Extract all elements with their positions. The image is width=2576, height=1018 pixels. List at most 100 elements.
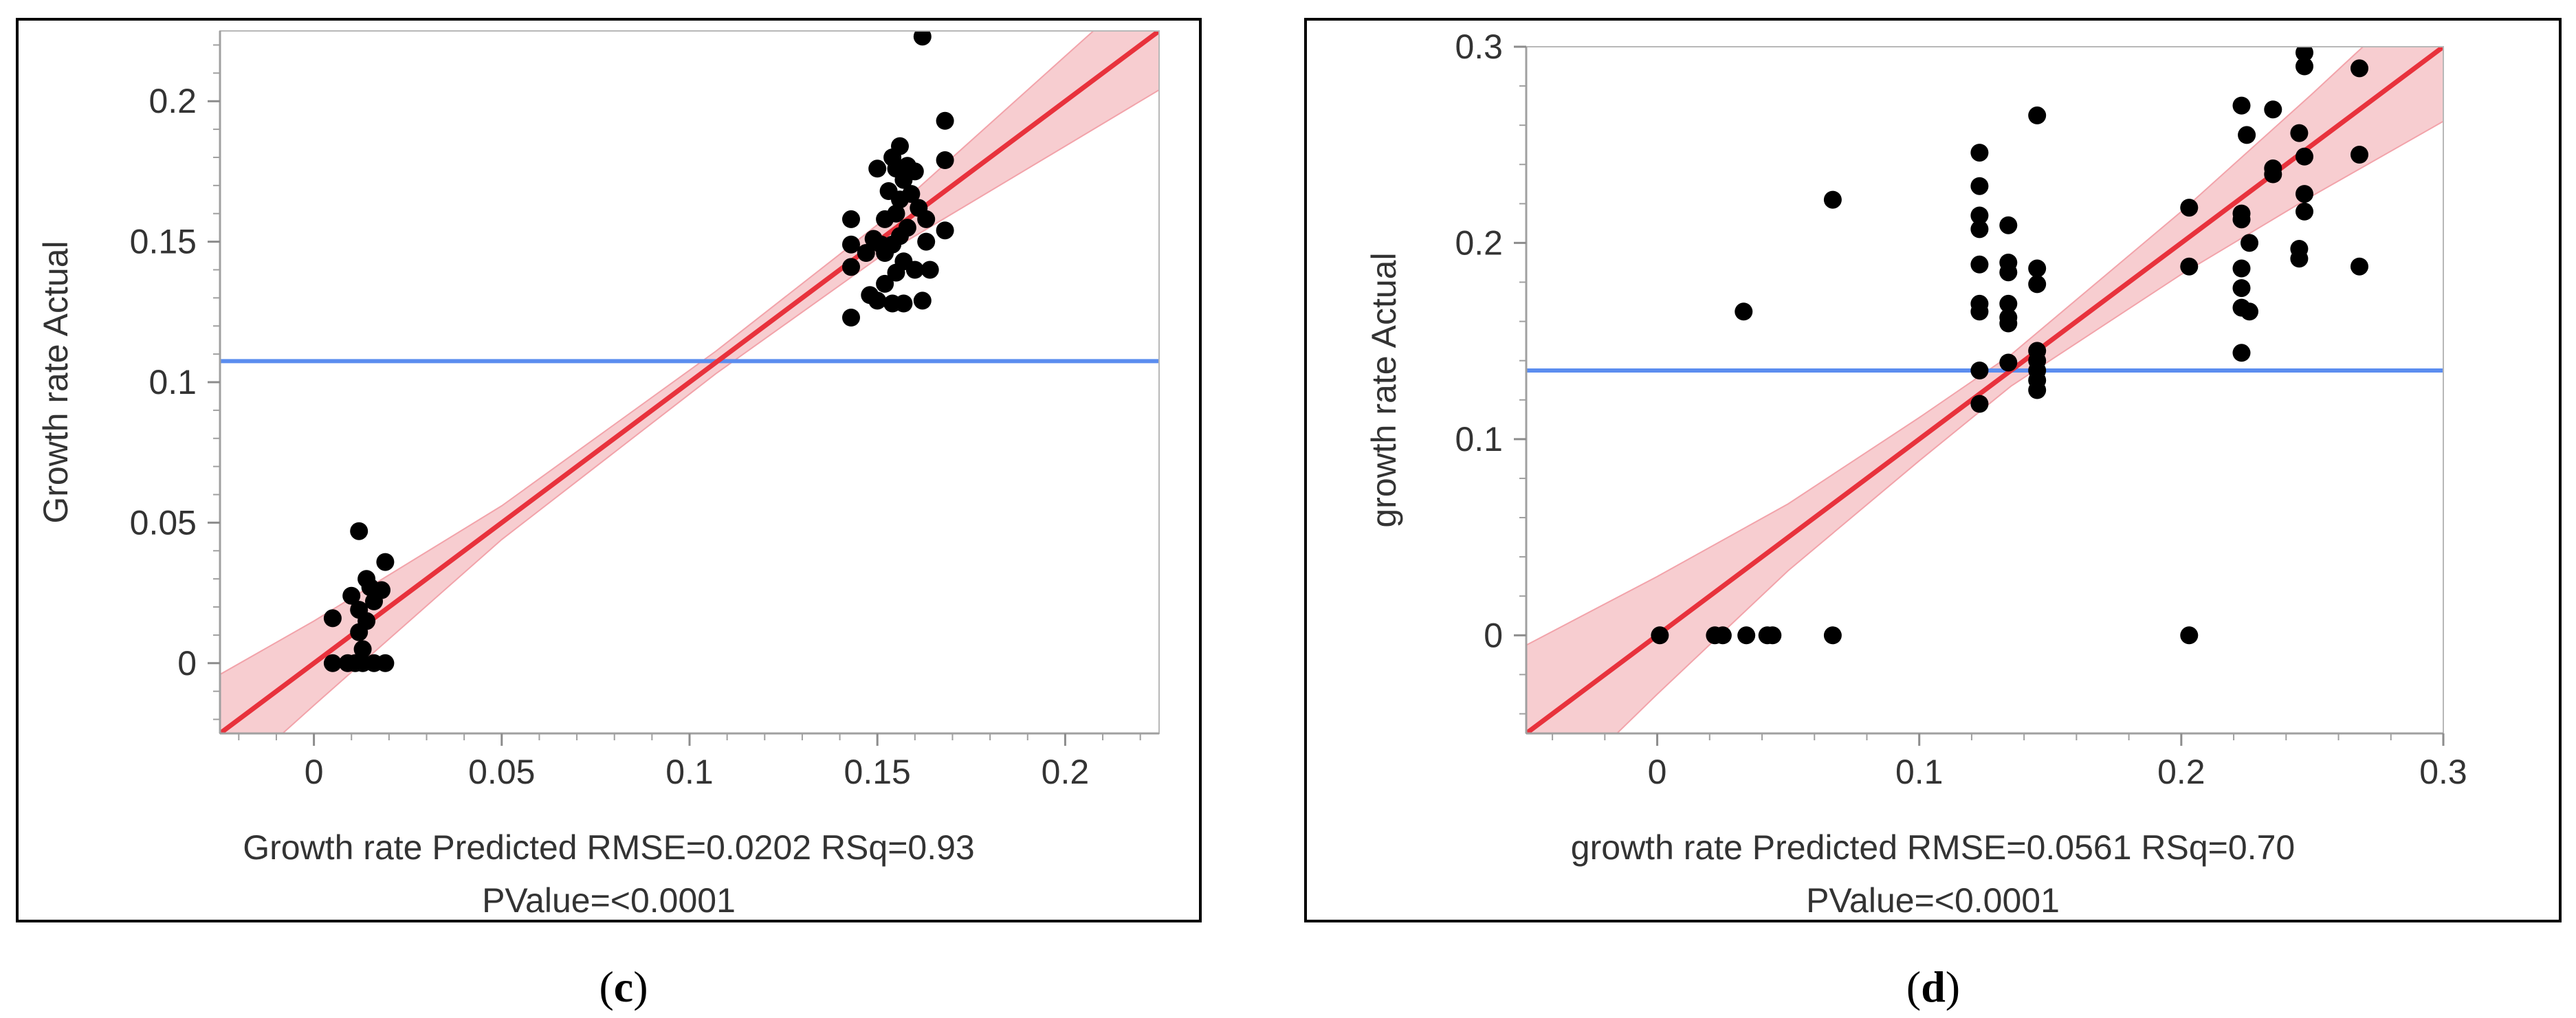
- x-tick-label: 0.05: [468, 753, 535, 791]
- x-axis-title: Growth rate Predicted RMSE=0.0202 RSq=0.…: [243, 828, 974, 867]
- data-point: [842, 210, 860, 228]
- panel-caption: (c): [599, 962, 648, 1011]
- data-point: [868, 291, 887, 310]
- data-point: [2290, 124, 2309, 142]
- data-point: [2180, 199, 2199, 217]
- data-point: [1763, 626, 1782, 645]
- y-axis-title: growth rate Actual: [1365, 252, 1403, 527]
- data-point: [936, 221, 954, 240]
- y-tick-label: 0.15: [130, 223, 197, 261]
- data-point: [1651, 626, 1669, 645]
- data-point: [1970, 255, 1989, 274]
- data-point: [2351, 59, 2368, 78]
- data-point: [868, 159, 887, 178]
- data-point: [353, 640, 372, 659]
- caption-letter: c: [614, 962, 633, 1011]
- data-point: [2232, 259, 2251, 278]
- y-tick-label: 0.1: [148, 363, 197, 401]
- x-tick-label: 0.1: [1895, 753, 1944, 791]
- fit-line: [220, 31, 1159, 733]
- caption-paren-close: ): [633, 962, 648, 1011]
- data-point: [905, 261, 924, 279]
- x-axis-title: growth rate Predicted RMSE=0.0561 RSq=0.…: [1571, 828, 2295, 867]
- data-point: [1970, 302, 1989, 321]
- data-point: [2028, 259, 2047, 278]
- data-point: [2296, 147, 2313, 166]
- confidence-band-upper: [1526, 47, 2364, 646]
- x-tick-label: 0: [305, 753, 324, 791]
- data-point: [2241, 302, 2258, 321]
- x-tick-label: 0: [1648, 753, 1667, 791]
- panel-caption: (d): [1906, 962, 1960, 1011]
- data-point: [842, 235, 860, 254]
- plot-area: [1526, 47, 2443, 733]
- confidence-band-lower: [281, 89, 1159, 733]
- data-point: [913, 291, 932, 310]
- data-point: [2296, 57, 2313, 76]
- data-point: [936, 151, 954, 169]
- data-point: [2238, 126, 2256, 144]
- data-point: [2264, 100, 2282, 119]
- data-point: [857, 244, 875, 262]
- data-point: [876, 274, 894, 293]
- data-point: [842, 309, 860, 327]
- data-point: [2232, 210, 2251, 229]
- data-point: [357, 570, 376, 588]
- y-tick-label: 0.1: [1455, 420, 1503, 458]
- p-value-text: PValue=<0.0001: [482, 881, 736, 920]
- data-point: [898, 219, 916, 237]
- y-tick-label: 0.3: [1455, 27, 1503, 66]
- data-point: [376, 654, 395, 672]
- data-point: [2180, 257, 2199, 276]
- data-point: [2028, 275, 2047, 294]
- data-point: [2241, 234, 2258, 252]
- data-point: [373, 581, 390, 599]
- y-tick-label: 0.05: [130, 503, 197, 542]
- data-point: [1999, 314, 2018, 333]
- data-point: [2296, 47, 2313, 62]
- y-tick-label: 0.2: [148, 82, 197, 120]
- data-point: [2232, 344, 2251, 362]
- data-point: [1823, 626, 1842, 645]
- data-point: [1999, 353, 2018, 372]
- data-point: [357, 612, 376, 630]
- caption-letter: d: [1921, 962, 1946, 1011]
- data-point: [1970, 206, 1989, 225]
- data-point: [887, 204, 905, 223]
- data-point: [905, 162, 924, 181]
- data-point: [2351, 257, 2368, 276]
- data-point: [917, 232, 936, 251]
- confidence-band-upper: [220, 31, 1094, 676]
- p-value-text: PValue=<0.0001: [1806, 881, 2060, 920]
- data-point: [1735, 302, 1753, 321]
- y-axis-title: Growth rate Actual: [36, 241, 75, 523]
- x-tick-label: 0.15: [844, 753, 911, 791]
- data-point: [2351, 146, 2368, 164]
- data-point: [2232, 96, 2251, 115]
- data-point: [2296, 185, 2313, 203]
- x-tick-label: 0.2: [1042, 753, 1090, 791]
- y-tick-label: 0.2: [1455, 223, 1503, 262]
- data-point: [2264, 165, 2282, 184]
- data-point: [1999, 216, 2018, 234]
- data-point: [894, 294, 913, 313]
- x-tick-label: 0.3: [2419, 753, 2467, 791]
- plot-area: [220, 31, 1159, 733]
- data-point: [1970, 395, 1989, 413]
- data-point: [1970, 362, 1989, 379]
- data-point: [1823, 190, 1842, 209]
- data-point: [1737, 626, 1756, 645]
- data-point: [1713, 626, 1732, 645]
- data-point: [1970, 177, 1989, 195]
- data-point: [2028, 381, 2047, 399]
- data-point: [376, 553, 395, 571]
- fit-line: [1526, 47, 2443, 733]
- data-point: [842, 258, 860, 276]
- data-point: [936, 111, 954, 130]
- data-point: [323, 609, 342, 628]
- data-point: [2290, 250, 2309, 268]
- data-point: [902, 185, 921, 203]
- caption-paren-open: (: [599, 962, 613, 1011]
- chart-panel-d: 0 0.1 0.2 0.3 0 0.1 0.2 0.3 growth rate Actual gr…: [1304, 18, 2562, 1011]
